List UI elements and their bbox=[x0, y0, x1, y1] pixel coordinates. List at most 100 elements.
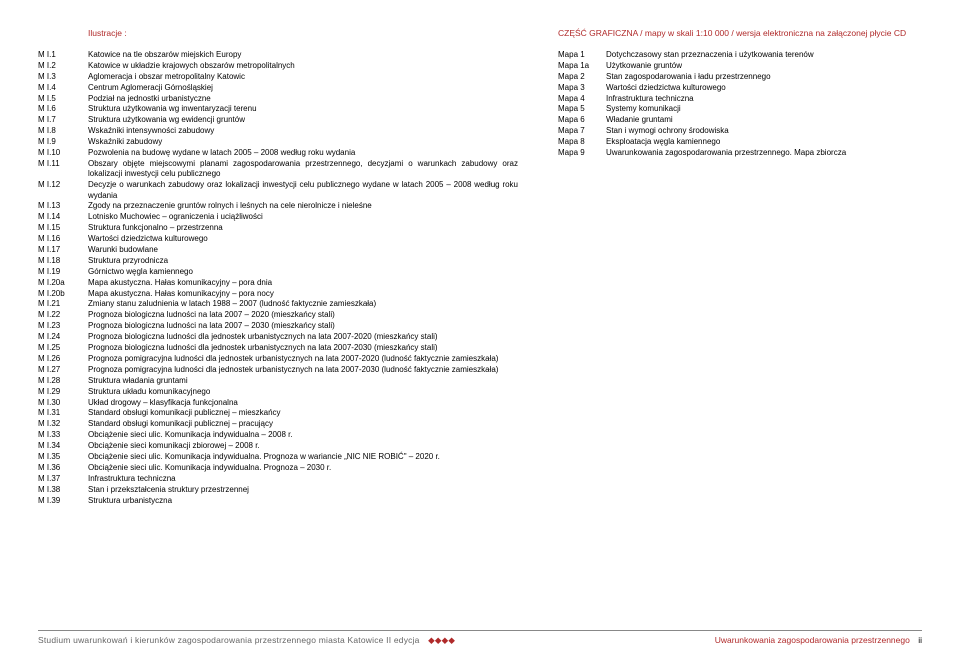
illustration-item-code: M I.29 bbox=[38, 387, 88, 397]
illustration-item-code: M I.11 bbox=[38, 159, 88, 180]
illustration-item-desc: Centrum Aglomeracji Górnośląskiej bbox=[88, 83, 518, 93]
list-item: M I.38Stan i przekształcenia struktury p… bbox=[38, 485, 518, 495]
list-item: M I.32Standard obsługi komunikacji publi… bbox=[38, 419, 518, 429]
list-item: Mapa 9Uwarunkowania zagospodarowania prz… bbox=[558, 148, 922, 158]
list-item: M I.30Układ drogowy – klasyfikacja funkc… bbox=[38, 398, 518, 408]
footer-study-title: Studium uwarunkowań i kierunków zagospod… bbox=[38, 635, 420, 645]
list-item: M I.8Wskaźniki intensywności zabudowy bbox=[38, 126, 518, 136]
illustration-item-code: M I.4 bbox=[38, 83, 88, 93]
footer-section-title: Uwarunkowania zagospodarowania przestrze… bbox=[715, 635, 910, 645]
list-item: M I.29Struktura układu komunikacyjnego bbox=[38, 387, 518, 397]
illustration-item-code: M I.23 bbox=[38, 321, 88, 331]
illustration-item-desc: Układ drogowy – klasyfikacja funkcjonaln… bbox=[88, 398, 518, 408]
illustration-item-code: M I.36 bbox=[38, 463, 88, 473]
illustration-item-desc: Warunki budowlane bbox=[88, 245, 518, 255]
list-item: M I.35Obciążenie sieci ulic. Komunikacja… bbox=[38, 452, 518, 462]
list-item: M I.26Prognoza pomigracyjna ludności dla… bbox=[38, 354, 518, 364]
maps-list: Mapa 1Dotychczasowy stan przeznaczenia i… bbox=[558, 50, 922, 158]
illustration-item-desc: Podział na jednostki urbanistyczne bbox=[88, 94, 518, 104]
map-item-desc: Stan i wymogi ochrony środowiska bbox=[606, 126, 922, 136]
illustration-item-code: M I.22 bbox=[38, 310, 88, 320]
illustration-item-desc: Obciążenie sieci ulic. Komunikacja indyw… bbox=[88, 452, 518, 462]
illustration-item-code: M I.9 bbox=[38, 137, 88, 147]
map-item-desc: Systemy komunikacji bbox=[606, 104, 922, 114]
illustration-item-code: M I.15 bbox=[38, 223, 88, 233]
illustration-item-desc: Katowice na tle obszarów miejskich Europ… bbox=[88, 50, 518, 60]
list-item: M I.33Obciążenie sieci ulic. Komunikacja… bbox=[38, 430, 518, 440]
list-item: M I.27Prognoza pomigracyjna ludności dla… bbox=[38, 365, 518, 375]
list-item: M I.20bMapa akustyczna. Hałas komunikacy… bbox=[38, 289, 518, 299]
illustration-item-desc: Katowice w układzie krajowych obszarów m… bbox=[88, 61, 518, 71]
illustration-item-desc: Obszary objęte miejscowymi planami zagos… bbox=[88, 159, 518, 180]
map-item-desc: Dotychczasowy stan przeznaczenia i użytk… bbox=[606, 50, 922, 60]
illustrations-list: M I.1Katowice na tle obszarów miejskich … bbox=[38, 50, 518, 506]
illustration-item-code: M I.27 bbox=[38, 365, 88, 375]
illustration-item-code: M I.13 bbox=[38, 201, 88, 211]
list-item: M I.39Struktura urbanistyczna bbox=[38, 496, 518, 506]
illustration-item-code: M I.6 bbox=[38, 104, 88, 114]
illustration-item-code: M I.33 bbox=[38, 430, 88, 440]
list-item: M I.15Struktura funkcjonalno – przestrze… bbox=[38, 223, 518, 233]
illustration-item-code: M I.16 bbox=[38, 234, 88, 244]
maps-heading: CZĘŚĆ GRAFICZNA / mapy w skali 1:10 000 … bbox=[558, 28, 922, 38]
map-item-desc: Eksploatacja węgla kamiennego bbox=[606, 137, 922, 147]
list-item: M I.19Górnictwo węgla kamiennego bbox=[38, 267, 518, 277]
illustration-item-desc: Stan i przekształcenia struktury przestr… bbox=[88, 485, 518, 495]
illustration-item-desc: Górnictwo węgla kamiennego bbox=[88, 267, 518, 277]
illustration-item-desc: Lotnisko Muchowiec – ograniczenia i ucią… bbox=[88, 212, 518, 222]
illustration-item-desc: Zmiany stanu zaludnienia w latach 1988 –… bbox=[88, 299, 518, 309]
list-item: M I.16Wartości dziedzictwa kulturowego bbox=[38, 234, 518, 244]
list-item: M I.36Obciążenie sieci ulic. Komunikacja… bbox=[38, 463, 518, 473]
map-item-code: Mapa 1a bbox=[558, 61, 606, 71]
footer-left: Studium uwarunkowań i kierunków zagospod… bbox=[38, 635, 455, 646]
map-item-code: Mapa 5 bbox=[558, 104, 606, 114]
list-item: Mapa 4Infrastruktura techniczna bbox=[558, 94, 922, 104]
map-item-desc: Uwarunkowania zagospodarowania przestrze… bbox=[606, 148, 922, 158]
illustration-item-code: M I.3 bbox=[38, 72, 88, 82]
illustration-item-desc: Wartości dziedzictwa kulturowego bbox=[88, 234, 518, 244]
illustration-item-code: M I.8 bbox=[38, 126, 88, 136]
list-item: M I.2Katowice w układzie krajowych obsza… bbox=[38, 61, 518, 71]
illustration-item-code: M I.30 bbox=[38, 398, 88, 408]
illustration-item-desc: Struktura urbanistyczna bbox=[88, 496, 518, 506]
illustration-item-desc: Aglomeracja i obszar metropolitalny Kato… bbox=[88, 72, 518, 82]
list-item: M I.9Wskaźniki zabudowy bbox=[38, 137, 518, 147]
illustration-item-desc: Wskaźniki zabudowy bbox=[88, 137, 518, 147]
list-item: M I.18Struktura przyrodnicza bbox=[38, 256, 518, 266]
illustration-item-desc: Prognoza biologiczna ludności dla jednos… bbox=[88, 332, 518, 342]
illustration-item-code: M I.32 bbox=[38, 419, 88, 429]
list-item: M I.20aMapa akustyczna. Hałas komunikacy… bbox=[38, 278, 518, 288]
illustration-item-desc: Standard obsługi komunikacji publicznej … bbox=[88, 419, 518, 429]
list-item: M I.11Obszary objęte miejscowymi planami… bbox=[38, 159, 518, 180]
illustration-item-code: M I.35 bbox=[38, 452, 88, 462]
illustration-item-code: M I.28 bbox=[38, 376, 88, 386]
page-body: Ilustracje : M I.1Katowice na tle obszar… bbox=[0, 0, 960, 620]
illustration-item-desc: Prognoza pomigracyjna ludności dla jedno… bbox=[88, 365, 518, 375]
list-item: M I.34Obciążenie sieci komunikacji zbior… bbox=[38, 441, 518, 451]
list-item: M I.10Pozwolenia na budowę wydane w lata… bbox=[38, 148, 518, 158]
illustration-item-desc: Infrastruktura techniczna bbox=[88, 474, 518, 484]
illustration-item-code: M I.20a bbox=[38, 278, 88, 288]
map-item-code: Mapa 8 bbox=[558, 137, 606, 147]
illustration-item-desc: Obciążenie sieci ulic. Komunikacja indyw… bbox=[88, 430, 518, 440]
illustration-item-desc: Struktura władania gruntami bbox=[88, 376, 518, 386]
illustration-item-desc: Prognoza biologiczna ludności na lata 20… bbox=[88, 321, 518, 331]
illustration-item-code: M I.31 bbox=[38, 408, 88, 418]
list-item: M I.28Struktura władania gruntami bbox=[38, 376, 518, 386]
map-item-code: Mapa 4 bbox=[558, 94, 606, 104]
list-item: M I.31Standard obsługi komunikacji publi… bbox=[38, 408, 518, 418]
illustration-item-desc: Struktura użytkowania wg inwentaryzacji … bbox=[88, 104, 518, 114]
list-item: Mapa 6Władanie gruntami bbox=[558, 115, 922, 125]
illustration-item-code: M I.39 bbox=[38, 496, 88, 506]
list-item: Mapa 1Dotychczasowy stan przeznaczenia i… bbox=[558, 50, 922, 60]
list-item: M I.6Struktura użytkowania wg inwentaryz… bbox=[38, 104, 518, 114]
illustration-item-code: M I.7 bbox=[38, 115, 88, 125]
illustration-item-desc: Struktura funkcjonalno – przestrzenna bbox=[88, 223, 518, 233]
page-footer: Studium uwarunkowań i kierunków zagospod… bbox=[38, 630, 922, 646]
list-item: M I.7Struktura użytkowania wg ewidencji … bbox=[38, 115, 518, 125]
illustration-item-code: M I.12 bbox=[38, 180, 88, 201]
map-item-desc: Stan zagospodarowania i ładu przestrzenn… bbox=[606, 72, 922, 82]
illustration-item-code: M I.38 bbox=[38, 485, 88, 495]
illustration-item-desc: Obciążenie sieci ulic. Komunikacja indyw… bbox=[88, 463, 518, 473]
illustration-item-desc: Struktura układu komunikacyjnego bbox=[88, 387, 518, 397]
